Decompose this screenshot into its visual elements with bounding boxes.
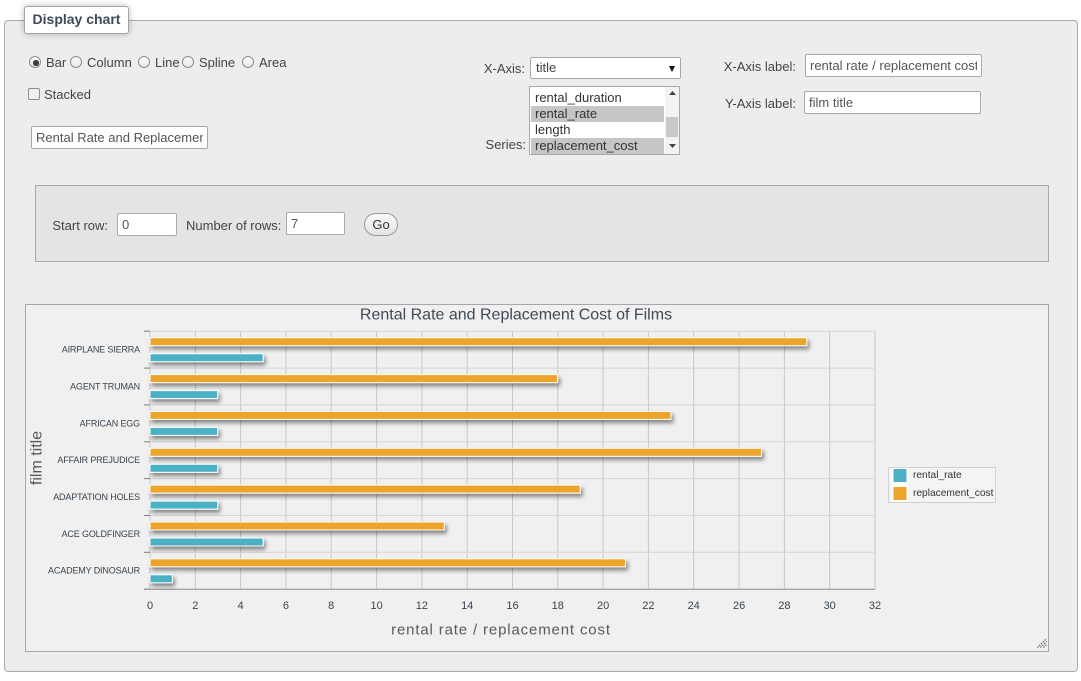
- svg-text:28: 28: [778, 600, 790, 612]
- svg-text:16: 16: [506, 600, 518, 612]
- svg-text:6: 6: [283, 600, 289, 612]
- svg-text:30: 30: [824, 600, 836, 612]
- svg-text:AFFAIR PREJUDICE: AFFAIR PREJUDICE: [57, 455, 140, 465]
- svg-text:AGENT TRUMAN: AGENT TRUMAN: [70, 382, 140, 392]
- svg-text:24: 24: [688, 600, 700, 612]
- svg-text:8: 8: [328, 600, 334, 612]
- svg-text:12: 12: [416, 600, 428, 612]
- svg-text:4: 4: [238, 600, 244, 612]
- svg-text:rental rate / replacement cost: rental rate / replacement cost: [391, 622, 611, 639]
- svg-text:32: 32: [869, 600, 881, 612]
- svg-text:replacement_cost: replacement_cost: [913, 488, 994, 499]
- svg-text:10: 10: [370, 600, 382, 612]
- svg-text:Rental Rate and Replacement Co: Rental Rate and Replacement Cost of Film…: [360, 307, 672, 324]
- svg-text:ADAPTATION HOLES: ADAPTATION HOLES: [53, 492, 140, 502]
- svg-text:14: 14: [461, 600, 473, 612]
- svg-text:ACE GOLDFINGER: ACE GOLDFINGER: [62, 529, 141, 539]
- svg-text:AFRICAN EGG: AFRICAN EGG: [80, 418, 141, 428]
- svg-text:20: 20: [597, 600, 609, 612]
- svg-text:2: 2: [192, 600, 198, 612]
- svg-text:rental_rate: rental_rate: [913, 470, 962, 481]
- svg-text:AIRPLANE SIERRA: AIRPLANE SIERRA: [62, 345, 140, 355]
- svg-text:26: 26: [733, 600, 745, 612]
- svg-text:18: 18: [552, 600, 564, 612]
- svg-text:0: 0: [147, 600, 153, 612]
- svg-text:film title: film title: [29, 431, 46, 485]
- svg-text:ACADEMY DINOSAUR: ACADEMY DINOSAUR: [48, 566, 141, 576]
- svg-text:22: 22: [642, 600, 654, 612]
